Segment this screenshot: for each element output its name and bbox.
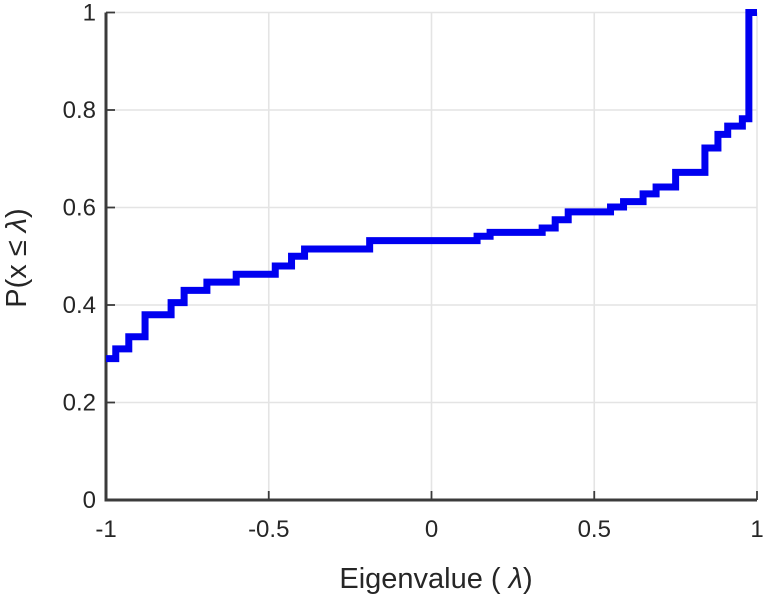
y-tick-label: 0.2: [63, 390, 96, 417]
y-tick-label: 1: [83, 0, 96, 27]
y-tick-label: 0: [83, 487, 96, 514]
x-tick-label: 1: [750, 516, 763, 543]
x-axis-label: Eigenvalue ( λ): [339, 563, 532, 595]
x-tick-label: 0.5: [578, 516, 611, 543]
x-tick-label: -0.5: [248, 516, 289, 543]
ecdf-step-line: [106, 9, 757, 363]
y-axis-label: P(x ≤ λ): [1, 208, 33, 307]
y-tick-label: 0.8: [63, 97, 96, 124]
x-tick-label: -1: [95, 516, 116, 543]
y-tick-label: 0.6: [63, 195, 96, 222]
y-tick-label: 0.4: [63, 292, 96, 319]
x-tick-label: 0: [425, 516, 438, 543]
